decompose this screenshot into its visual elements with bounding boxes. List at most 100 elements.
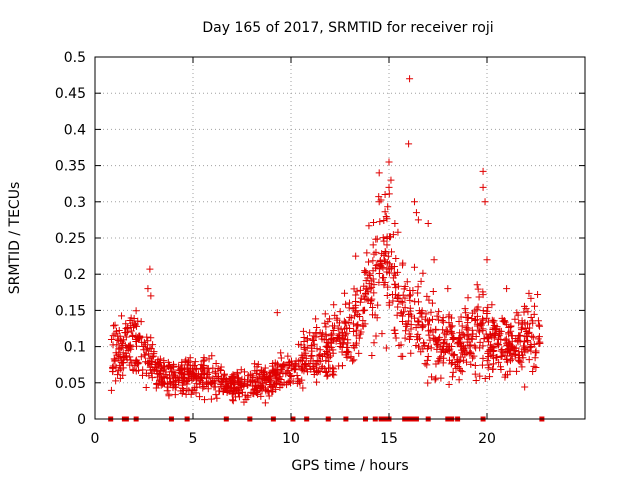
scatter-point [137, 353, 145, 361]
scatter-point [115, 326, 123, 334]
scatter-point [376, 218, 384, 226]
scatter-point [363, 295, 371, 303]
scatter-point [269, 388, 277, 396]
scatter-point [350, 285, 358, 293]
scatter-point [307, 365, 315, 373]
scatter-point [477, 319, 485, 327]
scatter-point [372, 332, 380, 340]
scatter-point [193, 365, 201, 373]
scatter-point [342, 300, 350, 308]
scatter-point [186, 361, 194, 369]
scatter-point [476, 344, 484, 352]
scatter-point [138, 338, 146, 346]
scatter-point [135, 335, 143, 343]
scatter-point [369, 303, 377, 311]
y-axis-label: SRMTID / TECUs [7, 182, 23, 295]
scatter-point [260, 369, 268, 377]
scatter-point [189, 371, 197, 379]
scatter-point [334, 334, 342, 342]
axis-ticks [94, 56, 585, 420]
scatter-point [345, 318, 353, 326]
scatter-point [482, 330, 490, 338]
scatter-point [321, 319, 329, 327]
scatter-point [473, 312, 481, 320]
scatter-point [111, 321, 119, 329]
scatter-point [243, 381, 251, 389]
scatter-point [136, 333, 144, 341]
scatter-point [137, 318, 145, 326]
scatter-point [479, 315, 487, 323]
scatter-point [109, 341, 117, 349]
scatter-point [421, 315, 429, 323]
scatter-point [277, 349, 285, 357]
scatter-point [431, 335, 439, 343]
scatter-point [145, 350, 153, 358]
scatter-point [343, 329, 351, 337]
scatter-point [525, 328, 533, 336]
scatter-point [476, 328, 484, 336]
scatter-point [315, 352, 323, 360]
scatter-point [265, 392, 273, 400]
scatter-point [422, 310, 430, 318]
scatter-point [399, 261, 407, 269]
scatter-point [330, 327, 338, 335]
scatter-point [166, 364, 174, 372]
scatter-point [397, 352, 405, 360]
scatter-point [382, 344, 390, 352]
scatter-point [478, 361, 486, 369]
scatter-point [449, 351, 457, 359]
scatter-point [467, 360, 475, 368]
y-tick-label: 0.1 [64, 340, 86, 356]
grid-lines [95, 57, 585, 419]
scatter-point [463, 358, 471, 366]
scatter-point [530, 310, 538, 318]
scatter-point [164, 383, 172, 391]
scatter-point [349, 320, 357, 328]
scatter-point [389, 297, 397, 305]
scatter-point [423, 292, 431, 300]
scatter-point [351, 312, 359, 320]
scatter-point [393, 311, 401, 319]
scatter-point [204, 365, 212, 373]
scatter-point [149, 341, 157, 349]
scatter-point [379, 264, 387, 272]
scatter-point [109, 332, 117, 340]
scatter-point [442, 326, 450, 334]
scatter-point [327, 331, 335, 339]
scatter-point [399, 299, 407, 307]
scatter-point [284, 352, 292, 360]
scatter-point [426, 336, 434, 344]
scatter-point [214, 373, 222, 381]
scatter-point [430, 256, 438, 264]
scatter-point [313, 324, 321, 332]
scatter-point [474, 285, 482, 293]
scatter-point [130, 323, 138, 331]
scatter-point [301, 362, 309, 370]
scatter-point [122, 320, 130, 328]
scatter-point [116, 332, 124, 340]
scatter-point [383, 241, 391, 249]
scatter-point [424, 352, 432, 360]
scatter-point [178, 373, 186, 381]
scatter-point [362, 277, 370, 285]
scatter-point [154, 380, 162, 388]
scatter-point [308, 335, 316, 343]
scatter-point [410, 263, 418, 271]
scatter-point [146, 265, 154, 273]
x-axis-label: GPS time / hours [291, 458, 408, 474]
scatter-point [466, 348, 474, 356]
scatter-point [441, 336, 449, 344]
scatter-point [460, 342, 468, 350]
scatter-point [273, 309, 281, 317]
scatter-point [390, 269, 398, 277]
scatter-point [467, 341, 475, 349]
scatter-point [532, 349, 540, 357]
scatter-point [418, 313, 426, 321]
scatter-point [146, 366, 154, 374]
scatter-point [357, 294, 365, 302]
scatter-point [534, 317, 542, 325]
scatter-point [299, 384, 307, 392]
scatter-point [439, 359, 447, 367]
scatter-point [251, 360, 259, 368]
scatter-point [169, 373, 177, 381]
